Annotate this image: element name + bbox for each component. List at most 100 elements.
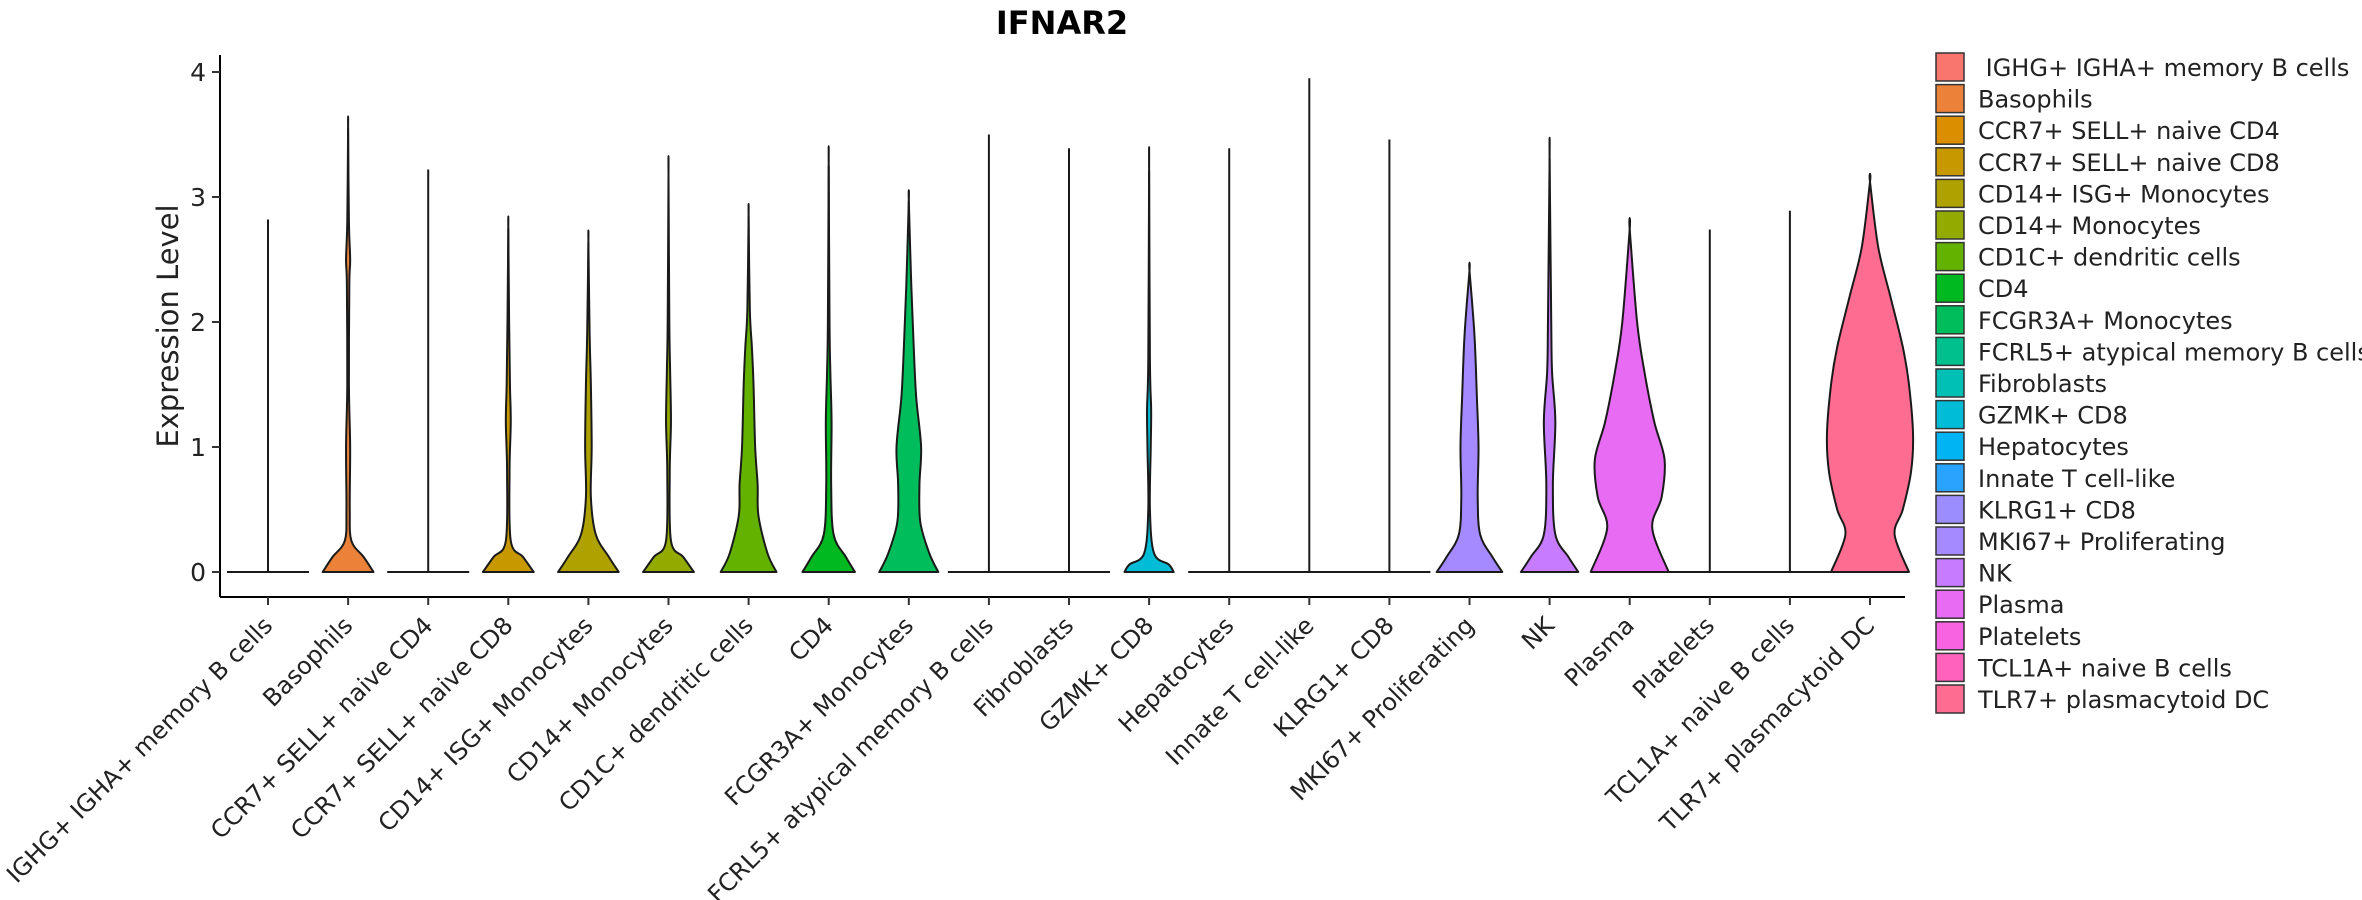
legend-swatch [1935,273,1965,303]
violin-body [878,189,940,573]
legend-swatch [1935,684,1965,714]
legend-swatch [1935,621,1965,651]
violin-group [1519,136,1580,573]
legend-label: FCRL5+ atypical memory B cells [1978,338,2362,366]
violin-group [387,169,470,573]
y-tick-label: 4 [190,58,206,87]
legend-swatch [1935,52,1965,82]
legend-swatch [1935,652,1965,683]
violin-body [801,145,856,573]
legend-label: TCL1A+ naive B cells [1977,654,2232,682]
legend-item: Basophils [1935,83,2093,114]
violin-group [801,145,856,573]
violin-body [1519,136,1580,573]
violin-body [719,203,778,573]
violin-group [878,189,940,573]
legend-swatch [1935,210,1965,240]
legend-label: CCR7+ SELL+ naive CD8 [1978,149,2280,177]
legend-swatch [1935,305,1965,335]
legend-label: Innate T cell-like [1978,465,2175,493]
violin-group [557,229,620,573]
x-tick-label: FCRL5+ atypical memory B cells [702,611,999,900]
violin-group [1668,229,1751,573]
legend-label: CD14+ Monocytes [1978,212,2201,240]
violin-group [947,134,1030,573]
legend-label: Fibroblasts [1978,370,2107,398]
violin-body [1589,216,1670,573]
legend-swatch [1935,336,1965,367]
legend-label: FCGR3A+ Monocytes [1978,307,2233,335]
x-tick-label: CD4 [783,611,839,667]
legend-swatch [1935,115,1965,145]
violin-group [1123,146,1175,573]
x-tick-label: Plasma [1559,611,1640,692]
legend-item: KLRG1+ CD8 [1935,494,2136,524]
y-tick-label: 0 [190,558,206,587]
violin-body [321,115,375,573]
legend-item: NK [1935,557,2013,588]
legend-item: CD1C+ dendritic cells [1935,241,2241,272]
violin-group [1188,148,1271,573]
violin-group [1825,172,1915,573]
violin-group [1589,216,1670,573]
y-tick-label: 3 [190,183,206,212]
legend-label: CD4 [1978,275,2029,303]
legend-item: Fibroblasts [1935,368,2107,398]
legend-item: Innate T cell-like [1935,463,2175,493]
legend-swatch [1935,526,1965,556]
legend-label: GZMK+ CD8 [1978,402,2128,430]
legend-swatch [1935,147,1965,177]
violin-group [1348,139,1431,573]
violin-body [557,229,620,573]
legend-item: Hepatocytes [1935,431,2129,461]
legend-label: IGHG+ IGHA+ memory B cells [1978,54,2349,82]
legend-item: GZMK+ CD8 [1935,399,2128,430]
violin-body [1435,261,1504,573]
legend-label: Plasma [1978,591,2064,619]
legend-swatch [1935,83,1965,114]
violin-group [481,215,535,573]
y-tick-label: 1 [190,433,206,462]
violin-group [1268,78,1351,573]
legend-item: CD14+ ISG+ Monocytes [1935,178,2270,209]
legend-swatch [1935,431,1965,461]
violin-group [642,155,695,573]
legend-item: FCGR3A+ Monocytes [1935,305,2233,335]
legend-item: TCL1A+ naive B cells [1935,652,2232,683]
legend-swatch [1935,589,1965,619]
legend-item: CCR7+ SELL+ naive CD4 [1935,115,2280,145]
legend: IGHG+ IGHA+ memory B cells Basophils CCR7+… [1935,52,2362,714]
violin-group [719,203,778,573]
legend-item: CD4 [1935,273,2029,303]
legend-label: Basophils [1978,86,2093,114]
y-tick-label: 2 [190,308,206,337]
violin-group [227,219,309,573]
legend-label: Platelets [1978,623,2081,651]
legend-item: Plasma [1935,589,2064,619]
violin-group [1028,148,1110,573]
violin-body [642,155,695,573]
x-tick-label: IGHG+ IGHA+ memory B cells [1,611,278,888]
legend-label: CD14+ ISG+ Monocytes [1978,180,2270,208]
legend-label: MKI67+ Proliferating [1978,528,2226,556]
legend-label: TLR7+ plasmacytoid DC [1977,686,2269,714]
legend-swatch [1935,368,1965,398]
violin-group [1435,261,1504,573]
violin-body [481,215,535,573]
legend-item: TLR7+ plasmacytoid DC [1935,684,2269,714]
legend-label: CCR7+ SELL+ naive CD4 [1978,117,2280,145]
legend-label: KLRG1+ CD8 [1978,496,2136,524]
legend-label: Hepatocytes [1978,433,2129,461]
violin-group [321,115,375,573]
chart-title: IFNAR2 [996,4,1128,42]
legend-swatch [1935,178,1965,209]
legend-item: CD14+ Monocytes [1935,210,2201,240]
legend-swatch [1935,399,1965,430]
violin-group [1748,210,1831,573]
legend-item: Platelets [1935,621,2081,651]
y-axis-label: Expression Level [151,204,185,447]
legend-label: NK [1978,560,2013,588]
legend-item: MKI67+ Proliferating [1935,526,2226,556]
